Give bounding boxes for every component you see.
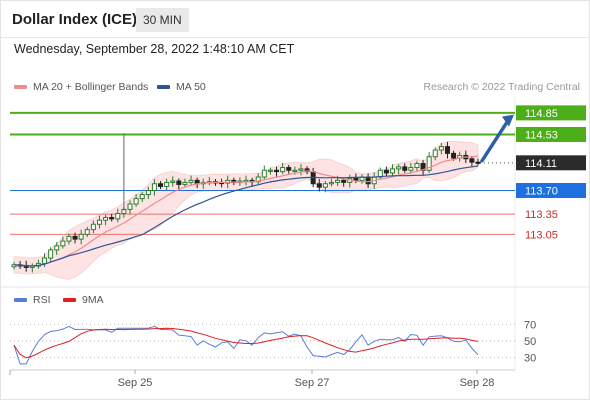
candle-body (408, 167, 414, 171)
candle-body (353, 177, 359, 181)
legend-rsi-label: RSI (33, 294, 51, 306)
candle-body (341, 179, 347, 183)
resistance-price-label-bg (516, 105, 586, 121)
candle-body (109, 217, 115, 220)
x-axis-tick-label: Sep 25 (118, 377, 153, 389)
legend-rsi: RSI (14, 294, 51, 306)
legend-rsi-ma: 9MA (63, 294, 104, 306)
candle-body (72, 235, 78, 240)
candle-body (396, 166, 402, 170)
candle-body (176, 180, 182, 185)
candle-body (48, 249, 54, 259)
candle-body (255, 176, 261, 183)
candle-body (145, 190, 151, 196)
candle-body (170, 180, 176, 183)
rsi-line (13, 325, 479, 365)
candle-body (139, 194, 145, 200)
candle-body (42, 257, 48, 264)
timestamp: Wednesday, September 28, 2022 1:48:10 AM… (14, 42, 295, 56)
candle-body (267, 169, 273, 172)
x-axis-tick-label: Sep 27 (295, 377, 330, 389)
candle-body (182, 181, 188, 185)
candle-body (298, 168, 304, 171)
candle-body (444, 146, 450, 154)
candle-body (115, 212, 121, 220)
candle-body (365, 176, 371, 185)
candle-body (414, 163, 420, 169)
copyright-text: Research © 2022 Trading Central (423, 81, 580, 93)
candle-body (280, 167, 286, 173)
candle-body (274, 169, 280, 173)
current-price-label-bg (516, 155, 586, 171)
candle-body (90, 223, 96, 231)
candle-body (164, 181, 170, 187)
legend-ma20-label: MA 20 + Bollinger Bands (33, 81, 149, 93)
timeframe-tab[interactable]: 30 MIN (136, 8, 189, 32)
candle-body (292, 169, 298, 172)
rsi-axis-tick-70: 70 (524, 319, 536, 331)
candle-body (402, 166, 408, 171)
candle-body (432, 149, 438, 158)
ma20-line (13, 155, 479, 267)
rsi-swatch (14, 298, 27, 303)
rsi-ma-swatch (63, 298, 76, 303)
support-price-label: 113.35 (525, 209, 558, 221)
candle-body (451, 152, 457, 159)
candle-body (390, 168, 396, 174)
candle-body (475, 161, 481, 164)
legend-rsi-ma-label: 9MA (82, 294, 104, 306)
pivot-price-label: 113.70 (525, 186, 558, 198)
candle-body (96, 219, 102, 225)
candle-body (133, 198, 139, 205)
candle-body (78, 233, 84, 240)
forecast-arrow-shaft (480, 118, 510, 163)
current-price-label: 114.11 (525, 158, 557, 170)
rsi-ma-line (13, 327, 479, 359)
candle-body (188, 179, 194, 183)
candle-body (54, 245, 60, 251)
candle-body (103, 217, 109, 221)
resistance-price-label: 114.85 (525, 108, 558, 120)
ma50-line (13, 165, 479, 267)
chart-header: Dollar Index (ICE) 30 MIN (1, 1, 589, 38)
candle-body (469, 158, 475, 163)
candle-body (335, 179, 341, 183)
bollinger-band (13, 140, 479, 280)
candle-body (84, 229, 90, 235)
ma50-swatch (157, 85, 170, 90)
candle-body (426, 156, 432, 171)
rsi-axis-tick-50: 50 (524, 336, 536, 348)
x-axis-tick-label: Sep 28 (460, 377, 495, 389)
candle-body (328, 181, 334, 185)
pivot-price-label-bg (516, 183, 586, 198)
candle-body (286, 167, 292, 171)
forecast-arrow-head (502, 114, 514, 127)
candle-body (11, 264, 17, 268)
candle-body (316, 183, 322, 188)
candle-body (438, 146, 444, 151)
candle-body (304, 168, 310, 173)
legend-ma50: MA 50 (157, 81, 206, 93)
candle-body (261, 169, 267, 178)
candle-body (322, 183, 328, 188)
chart-title: Dollar Index (ICE) (12, 11, 138, 28)
candle-body (66, 235, 72, 242)
ma20-swatch (14, 85, 27, 90)
candle-body (151, 183, 157, 191)
candle-body (127, 203, 133, 210)
resistance-price-label-bg (516, 126, 586, 142)
support-price-label: 113.05 (525, 229, 558, 241)
candle-body (158, 183, 164, 187)
rsi-axis-tick-30: 30 (524, 353, 536, 365)
candle-body (383, 169, 389, 174)
candle-body (60, 240, 66, 247)
resistance-price-label: 114.53 (525, 129, 558, 141)
legend-ma20: MA 20 + Bollinger Bands (14, 81, 148, 93)
legend-ma50-label: MA 50 (176, 81, 206, 93)
